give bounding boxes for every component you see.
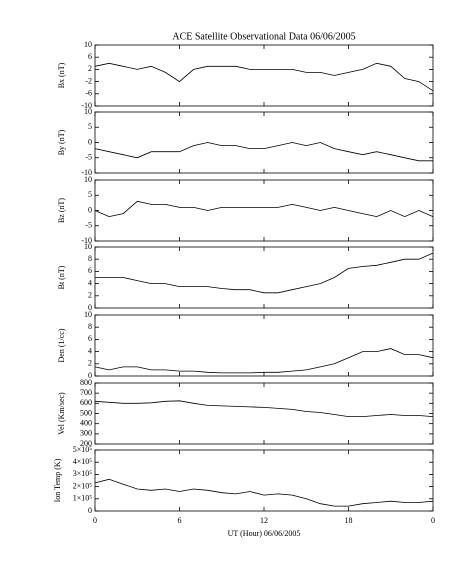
y-tick-label: 3×10⁵ [73, 469, 93, 478]
y-tick-label: 0 [88, 506, 92, 515]
y-tick-label: -6 [85, 89, 92, 98]
y-tick-label: 0 [88, 205, 92, 214]
y-tick-label: 4 [88, 278, 92, 287]
y-tick-label: 400 [80, 418, 92, 427]
x-tick-label: 18 [345, 516, 353, 525]
y-tick-label: 4×10⁵ [73, 457, 93, 466]
y-tick-label: 300 [80, 429, 92, 438]
data-line [94, 200, 434, 218]
y-tick-label: 0 [88, 371, 92, 380]
y-axis-label: Bz (nT) [57, 198, 66, 223]
y-tick-label: 8 [88, 322, 92, 331]
y-tick-label: 800 [80, 378, 92, 387]
y-tick-label: 0 [88, 303, 92, 312]
y-tick-label: 10 [84, 175, 92, 184]
chart-title: ACE Satellite Observational Data 06/06/2… [172, 31, 355, 42]
data-line [94, 400, 434, 417]
y-tick-label: 200 [80, 439, 92, 448]
y-tick-label: 10 [84, 40, 92, 49]
y-axis-label: Ion Temp (K) [53, 458, 62, 502]
y-tick-label: 10 [84, 107, 92, 116]
y-tick-label: 500 [80, 408, 92, 417]
y-tick-label: 2 [88, 359, 92, 368]
y-axis-label: Vel (Km/sec) [57, 392, 66, 435]
y-axis-label: Bt (nT) [57, 265, 66, 289]
y-tick-label: -5 [85, 221, 92, 230]
data-line [94, 62, 434, 92]
x-tick-label: 12 [260, 516, 268, 525]
x-tick-label: 0 [431, 516, 435, 525]
y-tick-label: 6 [88, 266, 92, 275]
y-tick-label: 5 [88, 190, 92, 199]
y-tick-label: 10 [84, 242, 92, 251]
data-line [95, 252, 434, 294]
y-tick-label: 700 [80, 388, 92, 397]
y-tick-label: 2×10⁵ [73, 481, 93, 490]
data-line [94, 142, 433, 162]
y-axis-label: By (nT) [57, 129, 66, 155]
y-tick-label: -2 [85, 76, 92, 85]
y-tick-label: -10 [81, 236, 92, 245]
y-tick-label: -10 [81, 168, 92, 177]
y-tick-label: 10 [84, 310, 92, 319]
y-tick-label: 4 [88, 346, 92, 355]
y-tick-label: 6 [88, 52, 92, 61]
x-axis-label: UT (Hour) 06/06/2005 [228, 529, 301, 538]
y-axis-label: Den (1/cc) [57, 328, 66, 362]
y-tick-label: 2 [88, 291, 92, 300]
data-line [94, 478, 434, 507]
y-tick-label: 6 [88, 334, 92, 343]
y-tick-label: 600 [80, 398, 92, 407]
x-tick-label: 6 [178, 516, 182, 525]
y-tick-label: 2 [88, 64, 92, 73]
data-line [94, 348, 434, 374]
y-tick-label: -10 [81, 101, 92, 110]
y-tick-label: 5 [88, 122, 92, 131]
y-axis-label: Bx (nT) [57, 62, 66, 88]
y-tick-label: 8 [88, 254, 92, 263]
y-tick-label: -5 [85, 153, 92, 162]
y-tick-label: 0 [88, 137, 92, 146]
x-tick-label: 0 [93, 516, 97, 525]
y-tick-label: 5×10⁵ [73, 445, 93, 454]
y-tick-label: 1×10⁵ [73, 494, 93, 503]
